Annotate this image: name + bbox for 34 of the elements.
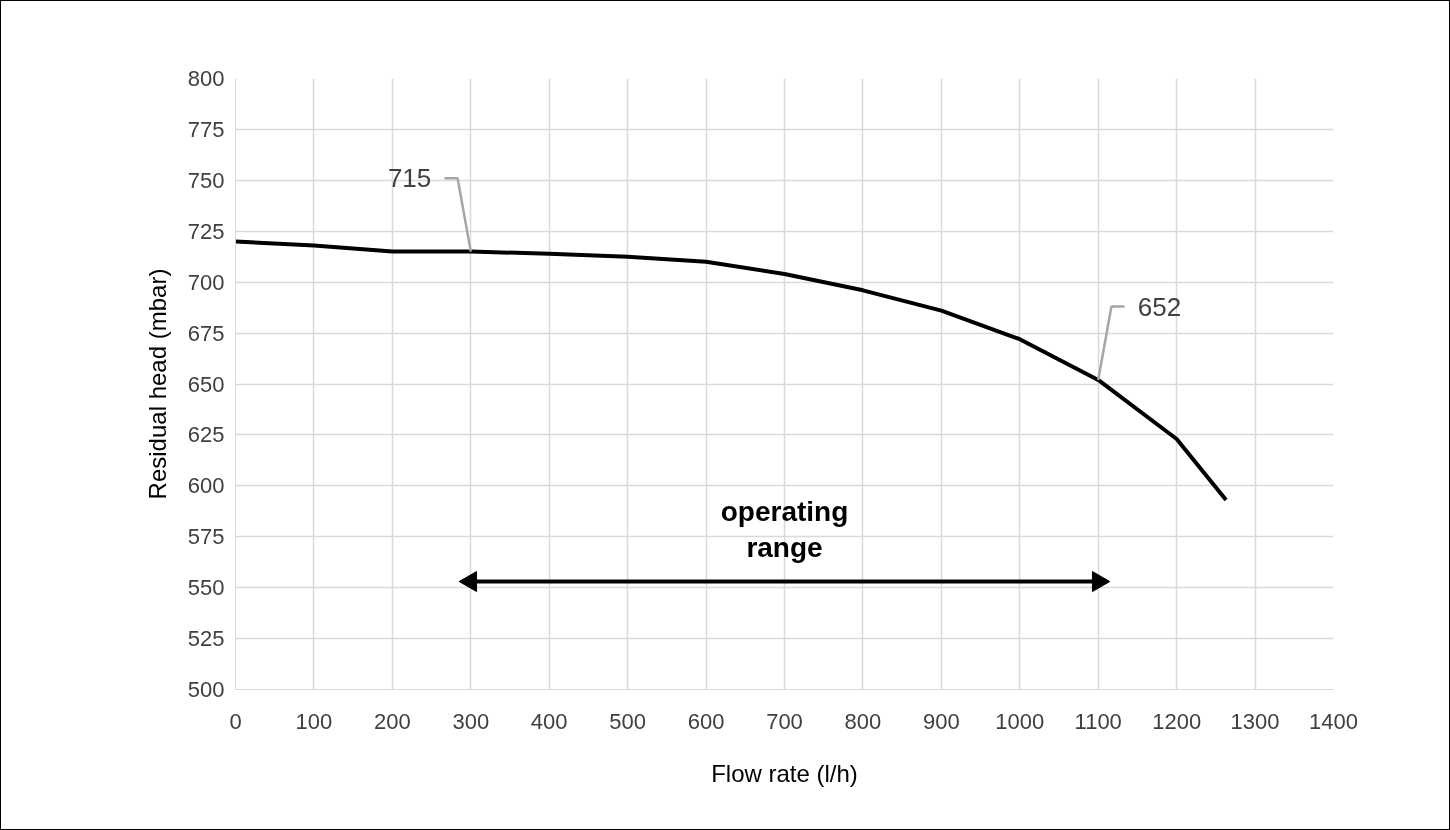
y-tick-label: 725 [187,218,225,244]
x-tick-label: 500 [609,708,647,734]
x-tick-label: 300 [452,708,490,734]
annotation: 652 [1137,291,1182,322]
x-tick-label: 0 [229,708,242,734]
x-tick-label: 600 [687,708,725,734]
annotation: 715 [387,163,432,194]
x-tick-label: 1400 [1309,708,1358,734]
x-tick-label: 1100 [1074,708,1122,734]
y-tick-label: 700 [187,269,225,295]
x-tick-label: 800 [844,708,882,734]
x-tick-label: 400 [530,708,568,734]
y-tick-label: 775 [187,116,225,142]
y-tick-label: 575 [187,524,225,550]
y-tick-label: 750 [187,167,225,193]
x-tick-label: 900 [923,708,960,734]
line-series [235,239,1229,503]
y-tick-label: 625 [187,422,225,448]
y-axis-title: Residual head (mbar) [143,268,171,500]
x-tick-label: 1200 [1152,708,1202,734]
x-axis-title: Flow rate (l/h) [711,759,858,787]
y-tick-label: 800 [187,66,225,91]
x-tick-label: 100 [295,708,333,734]
y-tick-label: 600 [187,473,225,499]
y-tick-label: 525 [187,626,225,652]
x-tick-label: 1300 [1230,708,1280,734]
y-tick-label: 650 [187,371,225,397]
x-tick-label: 700 [766,708,803,734]
y-tick-label: 500 [187,677,225,702]
series-label: operating range [720,495,849,564]
y-tick-label: 675 [187,320,225,346]
x-tick-label: 200 [374,708,411,734]
x-tick-label: 1000 [995,708,1045,734]
y-tick-label: 550 [187,575,225,601]
